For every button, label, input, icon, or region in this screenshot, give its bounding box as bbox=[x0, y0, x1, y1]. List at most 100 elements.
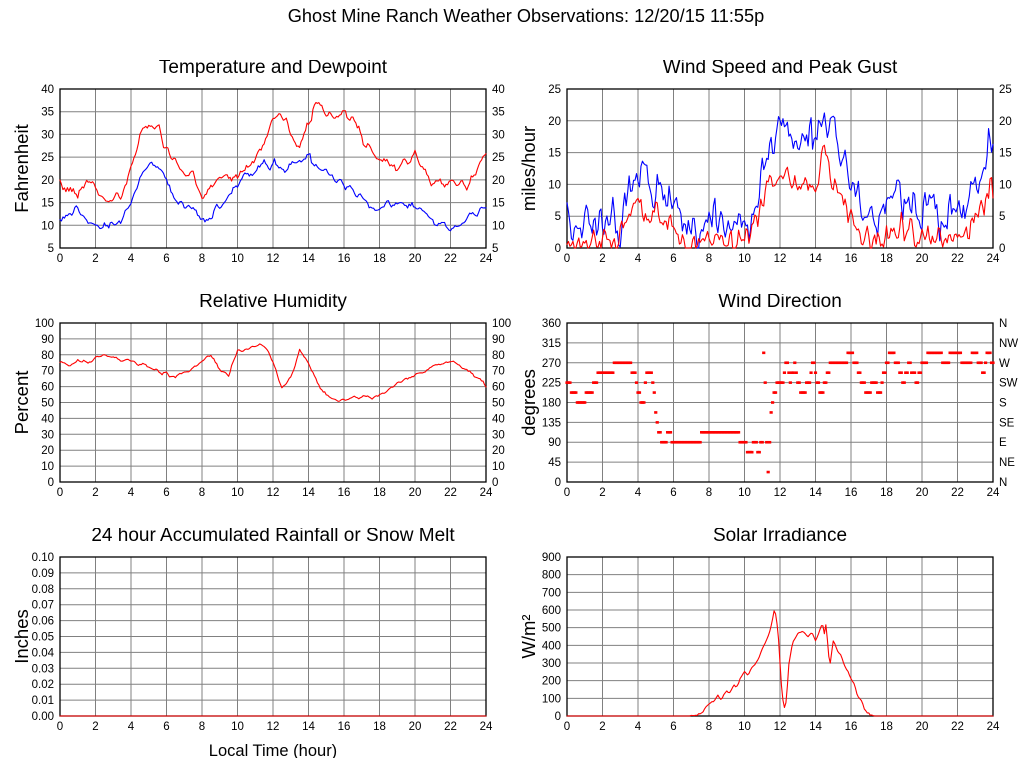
svg-text:24: 24 bbox=[480, 721, 493, 733]
svg-text:15: 15 bbox=[548, 148, 561, 160]
svg-text:16: 16 bbox=[845, 253, 858, 265]
svg-text:10: 10 bbox=[231, 253, 244, 265]
svg-text:4: 4 bbox=[128, 721, 135, 733]
svg-text:6: 6 bbox=[163, 253, 169, 265]
svg-text:16: 16 bbox=[845, 721, 858, 733]
svg-text:315: 315 bbox=[542, 338, 561, 350]
svg-text:N: N bbox=[999, 477, 1007, 489]
svg-text:8: 8 bbox=[706, 721, 712, 733]
svg-text:5: 5 bbox=[999, 211, 1005, 223]
svg-text:14: 14 bbox=[809, 487, 822, 499]
svg-text:35: 35 bbox=[492, 107, 505, 119]
svg-text:30: 30 bbox=[492, 129, 505, 141]
svg-text:Solar Irradiance: Solar Irradiance bbox=[713, 528, 847, 546]
svg-text:40: 40 bbox=[41, 413, 54, 425]
svg-text:6: 6 bbox=[670, 253, 676, 265]
svg-text:12: 12 bbox=[267, 721, 280, 733]
svg-text:Relative Humidity: Relative Humidity bbox=[199, 294, 347, 312]
svg-text:Wind Speed and Peak Gust: Wind Speed and Peak Gust bbox=[663, 60, 898, 78]
svg-text:24: 24 bbox=[987, 253, 1000, 265]
svg-text:22: 22 bbox=[951, 253, 964, 265]
svg-text:0: 0 bbox=[57, 487, 63, 499]
svg-text:8: 8 bbox=[706, 253, 712, 265]
svg-text:0.00: 0.00 bbox=[32, 711, 54, 723]
svg-text:miles/hour: miles/hour bbox=[521, 126, 539, 211]
svg-text:15: 15 bbox=[41, 198, 54, 210]
svg-text:40: 40 bbox=[492, 413, 505, 425]
svg-text:300: 300 bbox=[542, 658, 561, 670]
svg-text:225: 225 bbox=[542, 378, 561, 390]
svg-text:15: 15 bbox=[492, 198, 505, 210]
svg-text:Percent: Percent bbox=[14, 371, 32, 435]
svg-text:200: 200 bbox=[542, 676, 561, 688]
svg-text:18: 18 bbox=[880, 487, 893, 499]
svg-text:Wind Direction: Wind Direction bbox=[718, 294, 842, 312]
svg-text:0: 0 bbox=[564, 721, 570, 733]
svg-text:500: 500 bbox=[542, 623, 561, 635]
svg-text:10: 10 bbox=[492, 220, 505, 232]
svg-text:SW: SW bbox=[999, 378, 1018, 390]
svg-text:8: 8 bbox=[706, 487, 712, 499]
svg-text:5: 5 bbox=[48, 243, 54, 255]
svg-text:Temperature and Dewpoint: Temperature and Dewpoint bbox=[159, 60, 388, 78]
svg-text:2: 2 bbox=[92, 253, 98, 265]
svg-text:22: 22 bbox=[444, 487, 457, 499]
svg-text:22: 22 bbox=[444, 721, 457, 733]
svg-text:90: 90 bbox=[41, 334, 54, 346]
svg-text:16: 16 bbox=[338, 253, 351, 265]
svg-text:0: 0 bbox=[564, 487, 570, 499]
svg-text:8: 8 bbox=[199, 487, 205, 499]
svg-text:24: 24 bbox=[480, 253, 493, 265]
svg-text:16: 16 bbox=[338, 487, 351, 499]
svg-text:135: 135 bbox=[542, 417, 561, 429]
svg-text:100: 100 bbox=[35, 318, 54, 330]
svg-text:270: 270 bbox=[542, 358, 561, 370]
svg-text:20: 20 bbox=[409, 253, 422, 265]
svg-text:25: 25 bbox=[492, 152, 505, 164]
svg-text:25: 25 bbox=[548, 84, 561, 96]
svg-text:E: E bbox=[999, 437, 1007, 449]
svg-text:0: 0 bbox=[999, 243, 1005, 255]
svg-text:degrees: degrees bbox=[521, 369, 539, 436]
svg-text:20: 20 bbox=[916, 721, 929, 733]
svg-text:45: 45 bbox=[548, 457, 561, 469]
svg-text:0: 0 bbox=[555, 477, 561, 489]
svg-text:360: 360 bbox=[542, 318, 561, 330]
svg-text:800: 800 bbox=[542, 570, 561, 582]
svg-text:0.08: 0.08 bbox=[32, 584, 54, 596]
svg-text:50: 50 bbox=[41, 398, 54, 410]
svg-text:25: 25 bbox=[41, 152, 54, 164]
svg-text:10: 10 bbox=[738, 253, 751, 265]
svg-text:50: 50 bbox=[492, 398, 505, 410]
svg-text:4: 4 bbox=[128, 253, 135, 265]
svg-text:24: 24 bbox=[987, 721, 1000, 733]
svg-text:12: 12 bbox=[774, 253, 787, 265]
svg-text:18: 18 bbox=[373, 253, 386, 265]
svg-text:0.10: 0.10 bbox=[32, 552, 54, 564]
svg-text:80: 80 bbox=[41, 350, 54, 362]
svg-text:W: W bbox=[999, 358, 1010, 370]
svg-text:0: 0 bbox=[555, 243, 561, 255]
svg-text:0: 0 bbox=[555, 711, 561, 723]
svg-text:0.05: 0.05 bbox=[32, 632, 54, 644]
svg-text:14: 14 bbox=[302, 721, 315, 733]
svg-text:0.03: 0.03 bbox=[32, 663, 54, 675]
svg-text:70: 70 bbox=[41, 366, 54, 378]
svg-text:8: 8 bbox=[199, 721, 205, 733]
svg-text:S: S bbox=[999, 398, 1007, 410]
svg-text:20: 20 bbox=[409, 487, 422, 499]
svg-text:14: 14 bbox=[809, 253, 822, 265]
svg-text:20: 20 bbox=[41, 445, 54, 457]
svg-text:400: 400 bbox=[542, 640, 561, 652]
svg-text:10: 10 bbox=[548, 179, 561, 191]
svg-text:20: 20 bbox=[548, 116, 561, 128]
svg-text:W/m²: W/m² bbox=[521, 614, 539, 658]
svg-text:2: 2 bbox=[92, 721, 98, 733]
svg-text:40: 40 bbox=[492, 84, 505, 96]
svg-text:Fahrenheit: Fahrenheit bbox=[14, 124, 32, 212]
svg-text:20: 20 bbox=[492, 175, 505, 187]
svg-text:Inches: Inches bbox=[14, 609, 32, 664]
svg-text:700: 700 bbox=[542, 587, 561, 599]
svg-text:10: 10 bbox=[41, 220, 54, 232]
svg-text:12: 12 bbox=[774, 487, 787, 499]
